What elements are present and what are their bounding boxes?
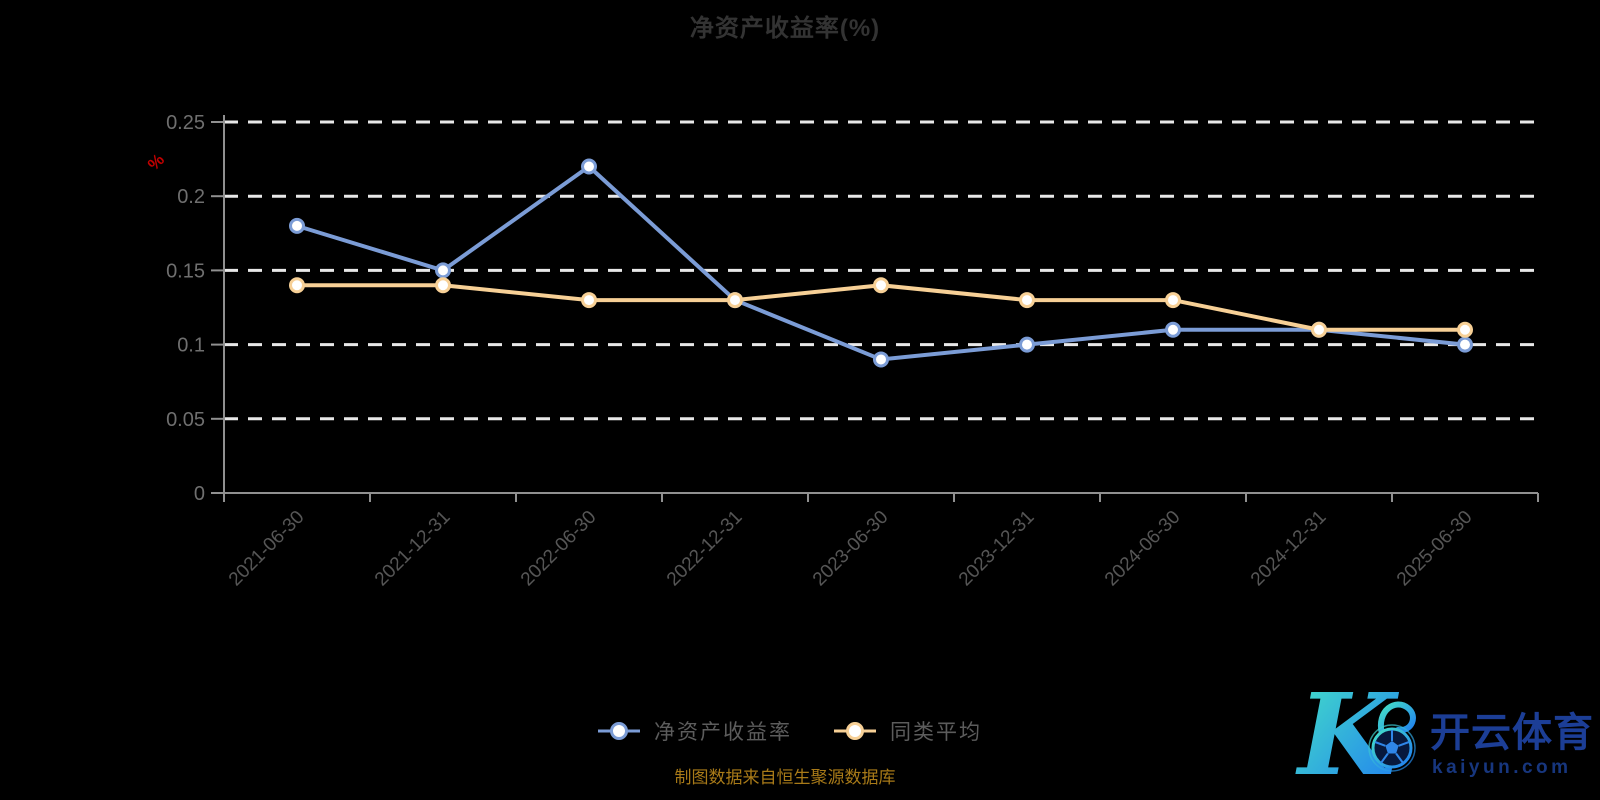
data-point-peer-avg[interactable] [1457,321,1473,338]
y-axis-label: 0.25 [166,112,205,134]
x-axis-label: 2021-06-30 [225,507,309,591]
legend-item-roe[interactable]: 净资产收益率 [598,716,792,746]
data-point-peer-avg[interactable] [1311,321,1327,338]
data-point-roe[interactable] [289,217,305,234]
data-point-peer-avg[interactable] [435,277,451,294]
data-point-peer-avg[interactable] [873,277,889,294]
y-axis-label: 0 [194,483,205,505]
data-point-peer-avg[interactable] [289,277,305,294]
y-axis-label: 0.15 [166,260,205,282]
x-axis-label: 2024-12-31 [1247,507,1331,591]
data-point-roe[interactable] [1165,321,1181,338]
x-axis-label: 2024-06-30 [1101,507,1185,591]
chart-title: 净资产收益率(%) [689,15,881,42]
legend-marker-peer-avg-icon [834,722,876,740]
legend-marker-roe-icon [598,722,640,740]
data-point-peer-avg[interactable] [581,292,597,309]
x-axis-label: 2022-12-31 [663,507,747,591]
data-point-roe[interactable] [873,351,889,368]
data-point-roe[interactable] [1457,336,1473,353]
kaiyun-watermark: K 开云体育 kaiyun.com [1295,670,1594,800]
data-point-peer-avg[interactable] [1019,292,1035,309]
data-point-peer-avg[interactable] [727,292,743,309]
y-axis-label: 0.1 [177,335,205,357]
legend-label-peer-avg: 同类平均 [890,721,982,744]
data-source-note: 制图数据来自恒生聚源数据库 [674,768,896,787]
x-axis-label: 2023-06-30 [809,507,893,591]
x-axis-label: 2023-12-31 [955,507,1039,591]
data-point-peer-avg[interactable] [1165,292,1181,309]
soccer-ball-icon [1368,724,1416,772]
y-axis-label: 0.2 [177,186,205,208]
x-axis-label: 2021-12-31 [371,507,455,591]
y-axis-label: 0.05 [166,409,205,431]
watermark-brand-text: 开云体育 [1430,711,1594,755]
watermark-domain-text: kaiyun.com [1432,757,1572,778]
roe-line-chart: 0 0.05 0.1 0.15 0.2 0.25% 2021-06-30 2021-12-31… [144,112,1539,591]
x-axis-label: 2022-06-30 [517,507,601,591]
data-point-roe[interactable] [581,158,597,175]
y-axis-unit-label: % [144,150,168,174]
data-point-roe[interactable] [1019,336,1035,353]
legend-item-peer-avg[interactable]: 同类平均 [834,716,982,746]
legend-label-roe: 净资产收益率 [654,721,792,744]
x-axis-label: 2025-06-30 [1393,507,1477,591]
chart-legend: 净资产收益率 同类平均 [0,716,1580,746]
data-point-roe[interactable] [435,262,451,279]
k-swirl-icon [1377,701,1416,737]
